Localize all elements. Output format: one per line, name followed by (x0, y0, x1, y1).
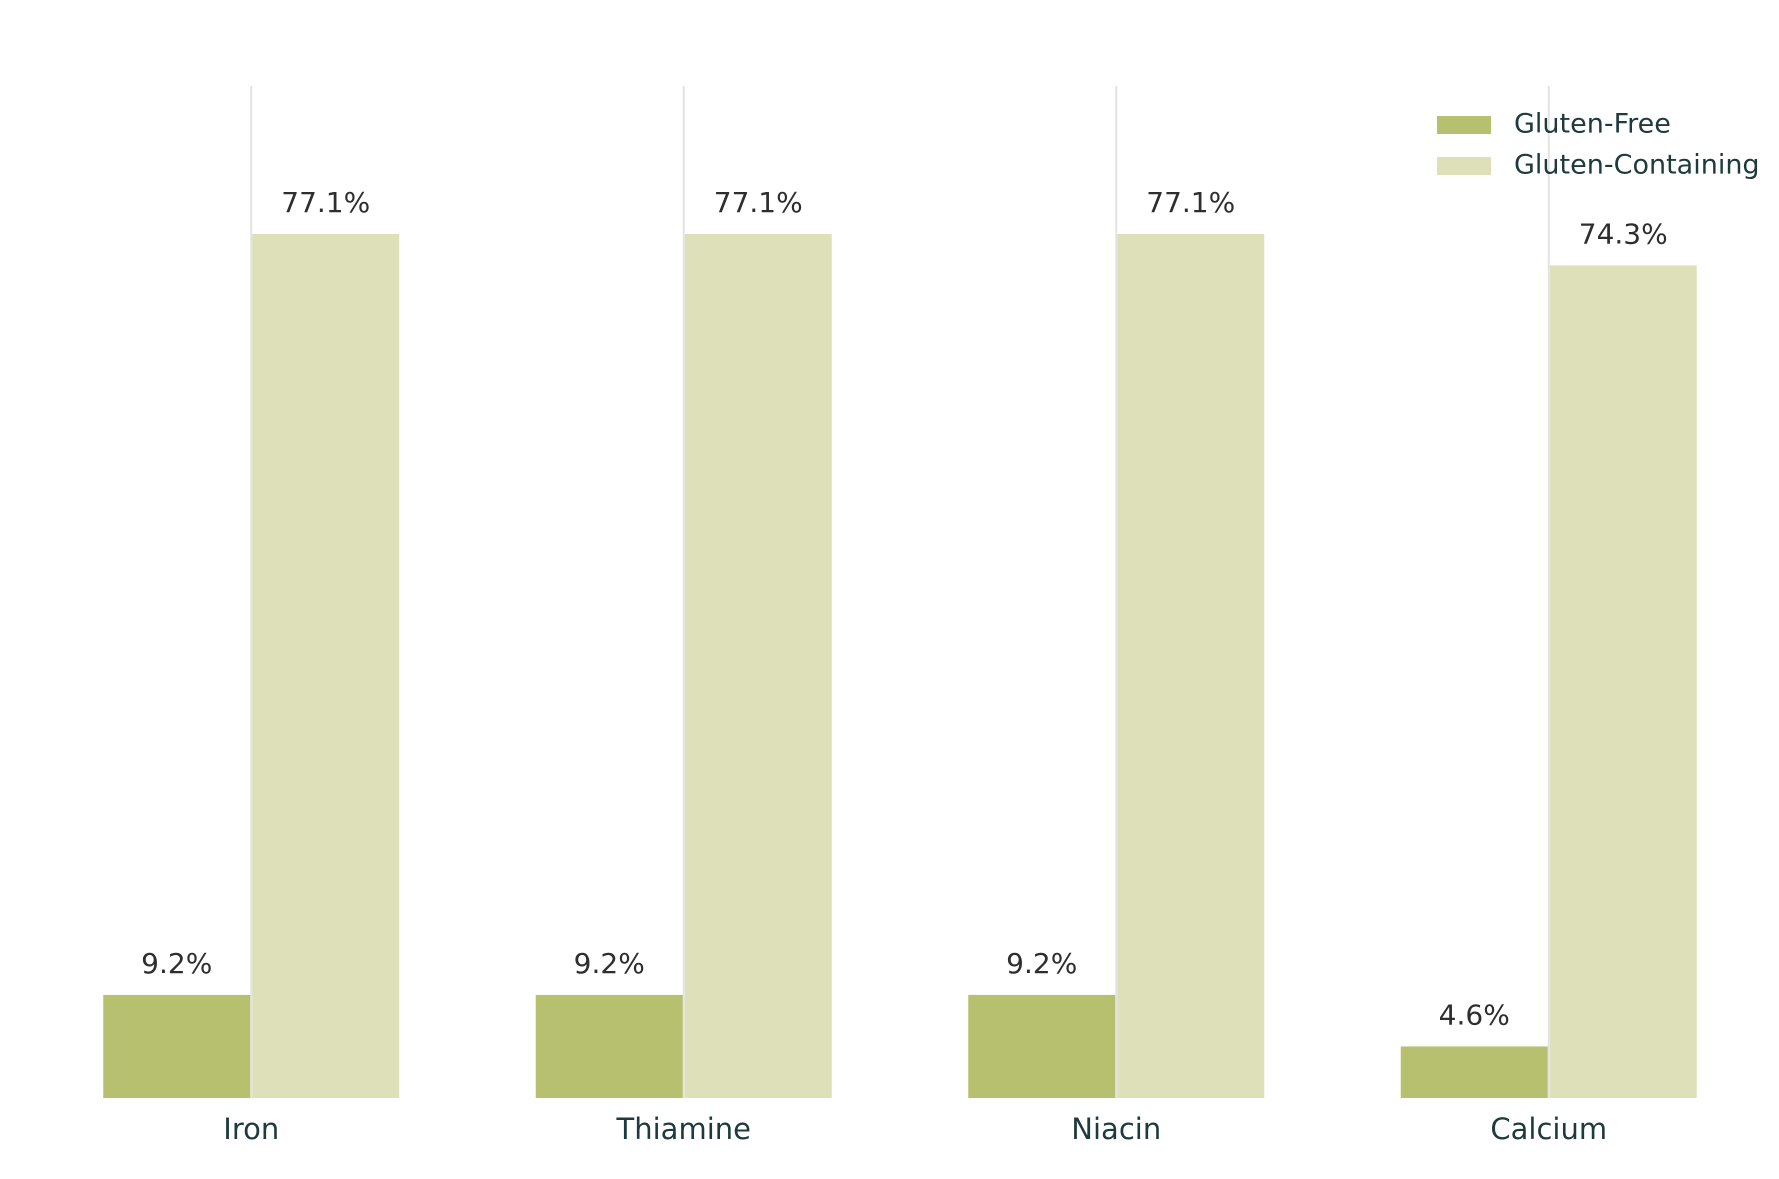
bar (684, 234, 832, 1098)
value-label: 77.1% (281, 186, 370, 219)
bar (1117, 234, 1265, 1098)
value-label: 9.2% (141, 947, 212, 980)
legend-label: Gluten-Free (1514, 109, 1671, 140)
legend-swatch (1437, 157, 1491, 175)
legend-swatch (1437, 116, 1491, 134)
value-label: 77.1% (714, 186, 803, 219)
bar (252, 234, 400, 1098)
x-tick-label: Thiamine (616, 1112, 751, 1146)
x-tick-label: Iron (223, 1112, 279, 1146)
bar (1400, 1046, 1548, 1098)
bar (968, 994, 1116, 1098)
legend-label: Gluten-Containing (1514, 150, 1760, 181)
x-tick-label: Niacin (1071, 1112, 1161, 1146)
x-tick-label: Calcium (1490, 1112, 1607, 1146)
bar (103, 994, 251, 1098)
bar (1549, 265, 1697, 1098)
bar (535, 994, 683, 1098)
value-label: 9.2% (574, 947, 645, 980)
value-label: 74.3% (1579, 217, 1668, 250)
value-label: 4.6% (1439, 998, 1510, 1031)
value-label: 77.1% (1146, 186, 1235, 219)
value-label: 9.2% (1006, 947, 1077, 980)
